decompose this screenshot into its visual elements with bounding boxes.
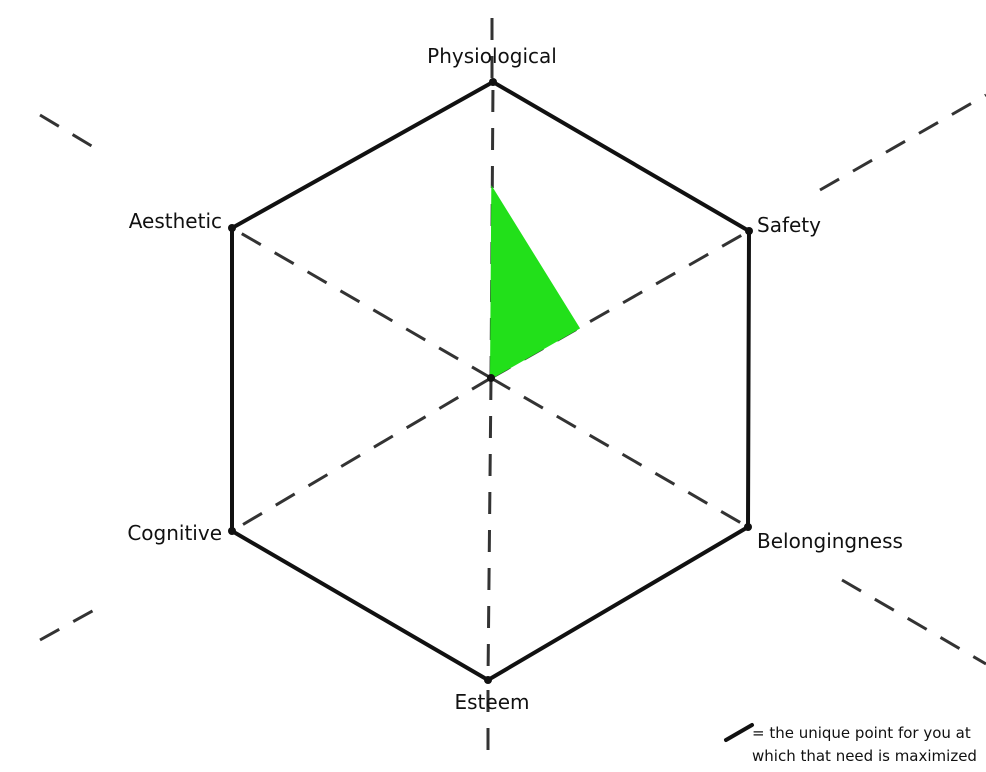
center-dot	[487, 374, 495, 382]
outer-dash-lower-left	[39, 602, 106, 642]
vertex-dot-belongingness	[744, 523, 752, 531]
highlight-region	[489, 185, 581, 380]
label-physiological: Physiological	[427, 44, 557, 68]
vertex-dot-safety	[745, 227, 753, 235]
legend: = the unique point for you at which that…	[724, 723, 977, 765]
legend-line2: which that need is maximized	[752, 747, 977, 765]
legend-line1: = the unique point for you at	[752, 724, 971, 742]
label-esteem: Esteem	[455, 690, 530, 714]
vertex-dot-esteem	[484, 676, 492, 684]
label-aesthetic: Aesthetic	[129, 209, 222, 233]
spoke-aesthetic	[231, 226, 492, 380]
vertex-dot-physiological	[489, 78, 497, 86]
outer-dash-upper-left	[39, 113, 96, 150]
label-safety: Safety	[757, 213, 821, 237]
vertex-dot-cognitive	[228, 527, 236, 535]
outer-dash-upper-right	[819, 93, 986, 192]
spoke-belongingness	[490, 376, 749, 529]
spoke-cognitive	[231, 376, 492, 533]
legend-line-symbol	[724, 723, 754, 742]
outer-dash-lines	[39, 18, 986, 760]
vertex-dots	[228, 78, 753, 684]
label-cognitive: Cognitive	[127, 521, 222, 545]
spoke-esteem	[486, 377, 493, 681]
vertex-dot-aesthetic	[228, 224, 236, 232]
outer-dash-lower-right	[841, 578, 986, 666]
label-belongingness: Belongingness	[757, 529, 903, 553]
